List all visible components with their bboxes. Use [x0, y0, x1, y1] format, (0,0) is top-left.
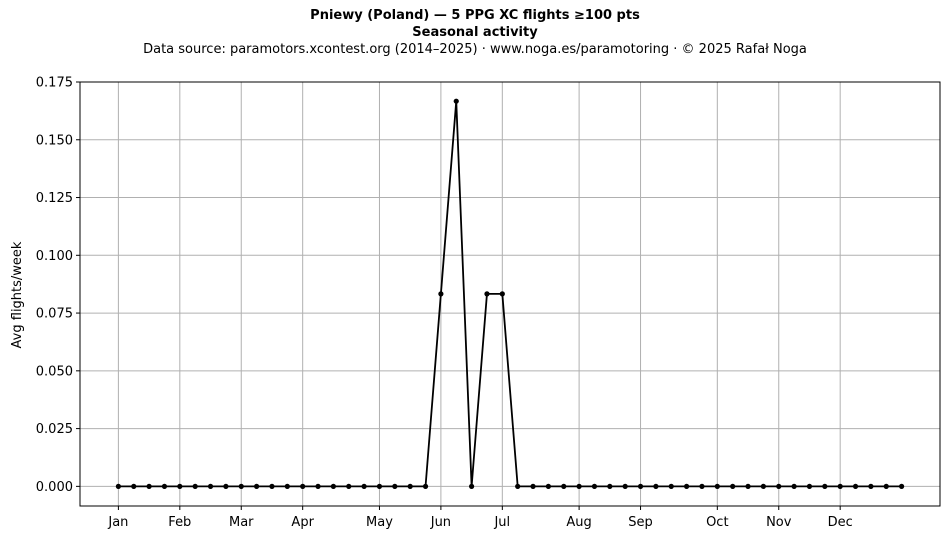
y-axis: 0.000 0.025 0.050 0.075 0.100 0.125 0.150 0.175 — [36, 76, 80, 495]
y-tick-label: 0.000 — [36, 480, 73, 495]
data-point — [883, 483, 889, 489]
data-point — [776, 483, 782, 489]
data-point — [515, 483, 521, 489]
data-point — [207, 483, 214, 489]
data-point — [684, 483, 690, 489]
data-point — [161, 483, 168, 489]
data-point — [392, 483, 398, 489]
y-tick-label: 0.150 — [36, 133, 73, 148]
data-point — [254, 483, 260, 489]
data-point — [852, 483, 859, 489]
data-point — [177, 483, 183, 489]
data-point — [576, 483, 582, 489]
data-points — [115, 98, 905, 489]
data-point — [407, 483, 413, 489]
data-point — [115, 483, 121, 489]
data-point — [376, 483, 383, 489]
data-point — [530, 483, 536, 489]
chart-title: Pniewy (Poland) — 5 PPG XC flights ≥100 … — [310, 8, 640, 23]
data-point — [714, 483, 720, 489]
x-tick-label: Jan — [107, 515, 128, 530]
x-tick-label: Feb — [168, 515, 191, 530]
data-point — [668, 483, 674, 489]
x-tick-label: Nov — [766, 515, 792, 530]
data-point — [422, 483, 429, 489]
y-tick-label: 0.025 — [36, 422, 73, 437]
data-point — [806, 483, 813, 489]
y-tick-label: 0.175 — [36, 76, 73, 91]
data-point — [699, 483, 705, 489]
data-point — [653, 483, 659, 489]
data-point — [791, 483, 797, 489]
data-point — [269, 483, 275, 489]
x-tick-label: Dec — [828, 515, 853, 530]
x-axis: Jan Feb Mar Apr May Jun Jul Aug Sep Oct Nov Dec — [107, 506, 853, 530]
data-point — [192, 483, 198, 489]
data-point — [146, 483, 152, 489]
data-point — [545, 483, 551, 489]
x-tick-label: Oct — [706, 515, 728, 530]
y-tick-label: 0.075 — [36, 307, 73, 322]
data-point — [484, 291, 490, 297]
data-point — [346, 483, 352, 489]
data-point — [637, 483, 644, 489]
data-point — [469, 483, 475, 489]
data-point — [284, 483, 290, 489]
data-point — [453, 98, 459, 104]
x-tick-label: Jun — [430, 515, 451, 530]
data-point — [760, 483, 766, 489]
data-point — [131, 483, 137, 489]
x-tick-label: Sep — [628, 515, 653, 530]
x-tick-label: Apr — [291, 515, 314, 530]
data-point — [868, 483, 874, 489]
data-point — [223, 483, 229, 489]
source-note: Data source: paramotors.xcontest.org (20… — [143, 42, 807, 57]
data-point — [607, 483, 613, 489]
data-point — [361, 483, 367, 489]
y-tick-label: 0.100 — [36, 249, 73, 264]
plot-frame — [79, 81, 941, 507]
x-tick-label: May — [366, 515, 393, 530]
x-tick-label: Aug — [566, 515, 591, 530]
x-tick-label: Jul — [493, 515, 510, 530]
data-point — [591, 483, 598, 489]
series-line — [118, 100, 902, 488]
data-point — [499, 291, 505, 297]
grid — [80, 81, 940, 506]
data-point — [300, 483, 306, 489]
data-point — [238, 483, 244, 489]
data-point — [622, 483, 628, 489]
y-tick-label: 0.125 — [36, 191, 73, 206]
data-point — [745, 483, 751, 489]
data-point — [899, 483, 905, 489]
y-axis-label: Avg flights/week — [10, 241, 25, 348]
data-point — [837, 483, 843, 489]
x-tick-label: Mar — [229, 515, 254, 530]
data-point — [822, 483, 828, 489]
series-line-group — [118, 100, 902, 488]
data-point — [330, 483, 336, 489]
data-point — [561, 483, 567, 489]
data-point — [730, 483, 736, 489]
y-tick-label: 0.050 — [36, 364, 73, 379]
chart-subtitle: Seasonal activity — [412, 25, 538, 40]
data-point — [438, 291, 444, 297]
data-point — [315, 483, 321, 489]
